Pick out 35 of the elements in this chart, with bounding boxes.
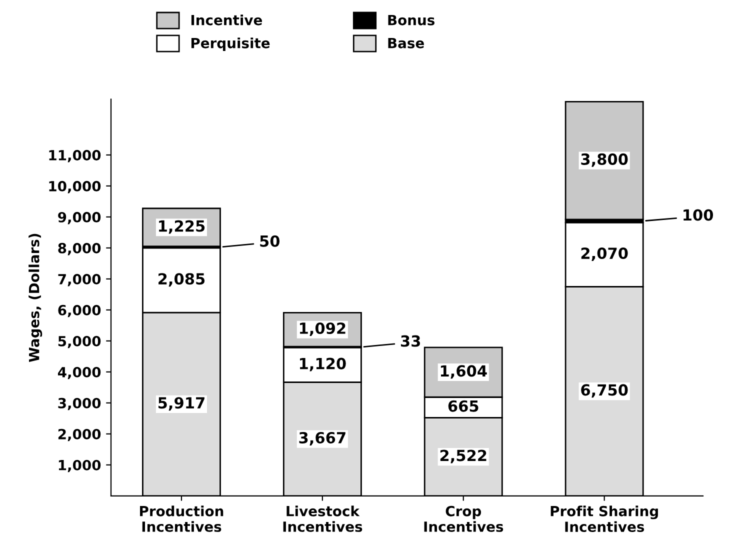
data-label: 3,800: [581, 153, 628, 167]
x-tick-label: Livestock Incentives: [283, 506, 362, 532]
legend-label: Bonus: [388, 15, 434, 26]
y-tick-label: 1,000: [58, 460, 101, 472]
data-label: 6,750: [581, 384, 628, 398]
data-label: 100: [684, 209, 714, 221]
y-tick-label: 6,000: [58, 304, 101, 318]
y-tick-label: 5,000: [58, 336, 101, 348]
x-tick-label: Profit Sharing Incentives: [550, 506, 658, 532]
data-label: 2,070: [581, 247, 628, 261]
data-label: 2,085: [158, 273, 205, 287]
y-tick-label: 9,000: [58, 212, 101, 224]
data-label: 1,120: [300, 358, 346, 372]
data-label: 1,604: [440, 365, 487, 379]
y-tick-label: 4,000: [58, 366, 101, 380]
x-tick-label: Crop Incentives: [424, 506, 504, 532]
data-label: 1,092: [300, 322, 346, 336]
y-tick-label: 2,000: [58, 428, 101, 442]
y-tick-label: 7,000: [58, 274, 101, 286]
data-label: 3,667: [299, 432, 346, 446]
y-tick-label: 11,000: [49, 150, 101, 162]
data-label: 2,522: [440, 450, 486, 464]
y-tick-label: 8,000: [58, 242, 101, 256]
x-tick-label: Production Incentives: [140, 506, 224, 532]
data-label: 50: [260, 235, 280, 247]
legend-label: Perquisite: [191, 38, 270, 52]
data-label: 665: [448, 400, 478, 412]
y-axis-title: Wages, (Dollars): [28, 234, 42, 362]
y-tick-label: 10,000: [49, 180, 101, 194]
data-label: 33: [400, 335, 420, 347]
data-label: 1,225: [159, 220, 205, 234]
y-tick-label: 3,000: [58, 398, 101, 410]
data-label: 5,917: [158, 397, 204, 411]
legend-label: Base: [388, 38, 424, 48]
legend-label: Incentive: [191, 14, 262, 26]
